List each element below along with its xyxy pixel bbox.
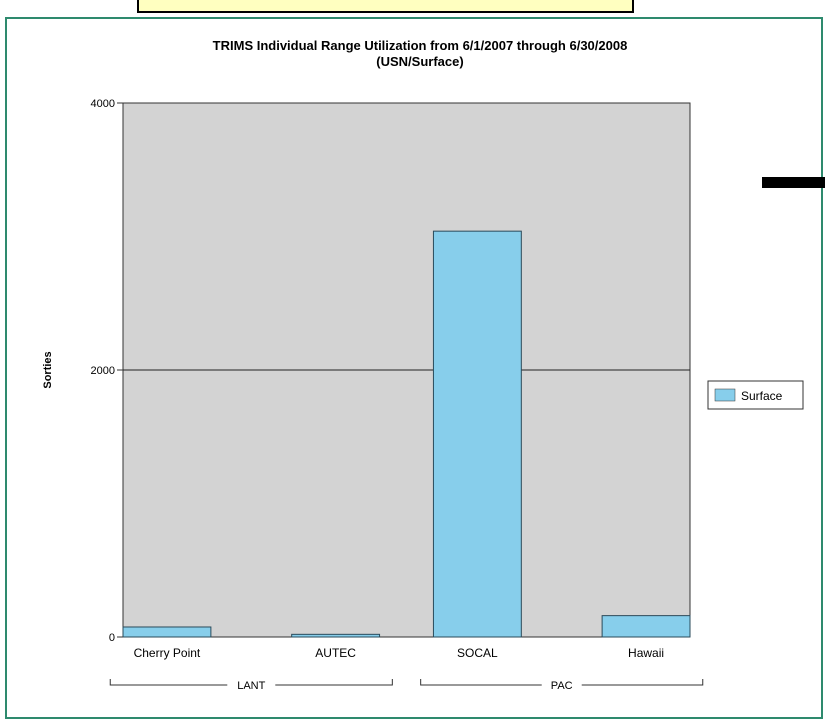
y-tick-label: 0: [109, 632, 115, 644]
y-tick-label: 2000: [91, 365, 115, 377]
y-ticks: 0 2000 4000: [91, 98, 123, 644]
group-bracket-left: [420, 679, 542, 686]
x-ticks: Cherry Point AUTEC SOCAL Hawaii: [134, 646, 664, 660]
group-bracket-right: [275, 679, 393, 686]
category-groups: LANT PAC: [109, 679, 704, 692]
bar: [122, 626, 212, 638]
legend-swatch: [714, 388, 736, 402]
x-tick-label: Cherry Point: [134, 646, 201, 660]
bars: [122, 230, 691, 638]
x-tick-label: SOCAL: [457, 646, 498, 660]
chart-subtitle: (USN/Surface): [376, 54, 463, 69]
header-banner: [137, 0, 634, 13]
y-tick-label: 4000: [91, 98, 115, 110]
bar: [432, 230, 522, 638]
group-label: LANT: [237, 680, 265, 692]
group-bracket-left: [109, 679, 228, 686]
decorative-bar: [762, 177, 825, 188]
bar: [601, 615, 691, 638]
group-bracket-right: [581, 679, 704, 686]
x-tick-label: Hawaii: [628, 646, 664, 660]
x-tick-label: AUTEC: [315, 646, 356, 660]
chart-title: TRIMS Individual Range Utilization from …: [213, 38, 628, 53]
group-label: PAC: [551, 680, 573, 692]
legend: Surface: [707, 380, 804, 410]
y-axis-label: Sorties: [42, 351, 54, 388]
bar: [291, 633, 381, 638]
legend-label: Surface: [741, 389, 783, 403]
